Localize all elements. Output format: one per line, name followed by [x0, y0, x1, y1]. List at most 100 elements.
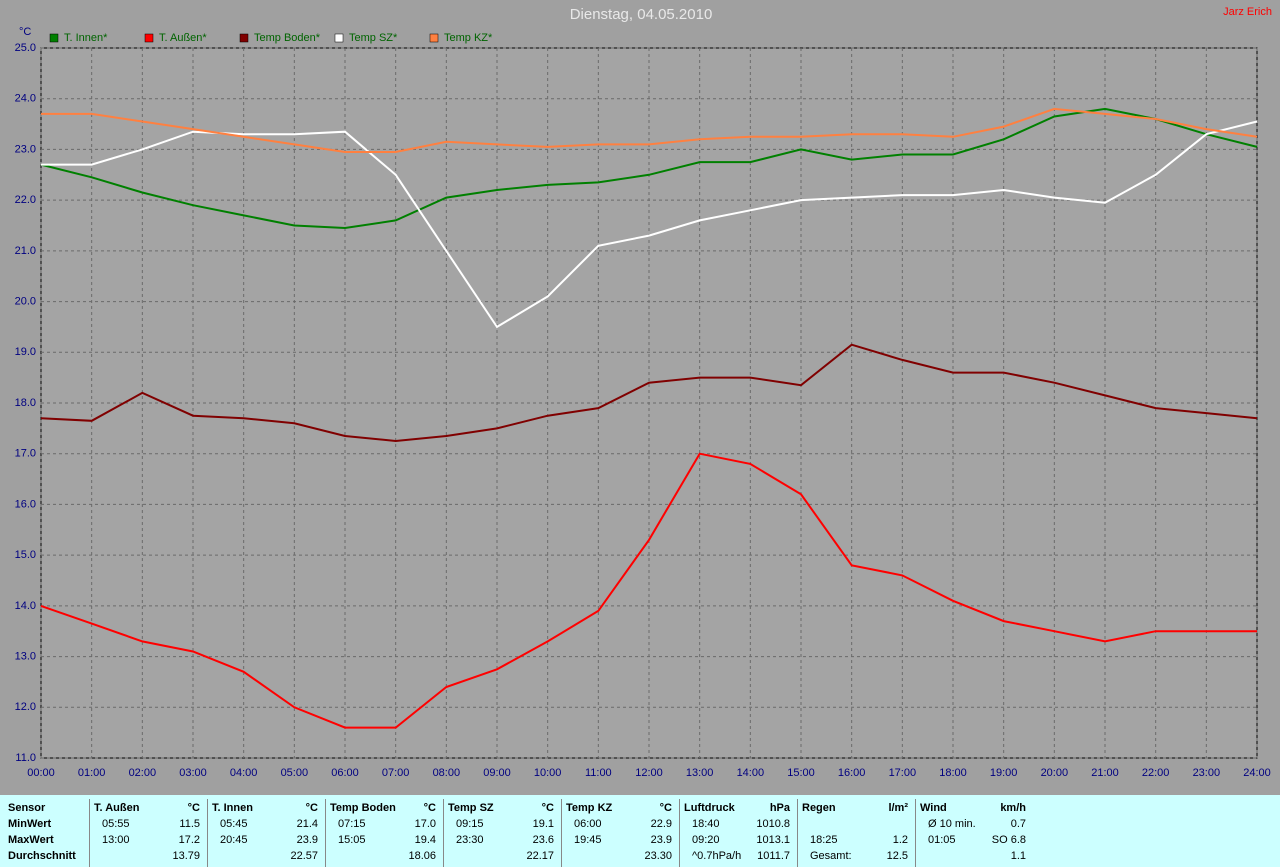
- cell-time: 05:45: [220, 818, 248, 830]
- x-tick-label: 06:00: [331, 767, 359, 779]
- col-unit: °C: [187, 802, 200, 814]
- col-header: Temp SZ: [448, 802, 494, 814]
- cell-value: 22.9: [650, 818, 672, 830]
- cell-time: Gesamt:: [810, 850, 852, 862]
- cell-time: 15:05: [338, 834, 366, 846]
- cell-time: 19:45: [574, 834, 602, 846]
- x-tick-label: 10:00: [534, 767, 562, 779]
- cell-time: 01:05: [928, 834, 956, 846]
- col-header: Wind: [920, 802, 947, 814]
- row-label: Sensor: [8, 802, 46, 814]
- x-tick-label: 11:00: [585, 767, 612, 779]
- x-tick-label: 17:00: [889, 767, 917, 779]
- cell-value: 21.4: [296, 818, 318, 830]
- chart: Dienstag, 04.05.2010 Jarz Erich °C 11.0 1…: [15, 6, 1272, 779]
- series-line: [41, 107, 1258, 153]
- cell-value: 23.9: [650, 834, 672, 846]
- col-sep: [561, 799, 562, 867]
- cell-value: 22.17: [526, 850, 554, 862]
- cell-time: ^0.7hPa/h: [692, 850, 742, 862]
- y-tick-label: 19.0: [15, 346, 36, 358]
- cell-value: 19.4: [414, 834, 436, 846]
- x-tick-label: 18:00: [939, 767, 967, 779]
- x-tick-label: 13:00: [686, 767, 714, 779]
- cell-time: 20:45: [220, 834, 248, 846]
- x-tick-label: 03:00: [179, 767, 207, 779]
- x-tick-label: 15:00: [787, 767, 815, 779]
- legend-swatch: [49, 33, 59, 43]
- legend-label: T. Außen*: [159, 32, 207, 44]
- cell-value: 11.5: [179, 818, 200, 830]
- cell-value: 19.1: [532, 818, 554, 830]
- cell-value: 17.2: [178, 834, 200, 846]
- legend-swatch: [144, 33, 154, 43]
- y-tick-label: 22.0: [15, 194, 36, 206]
- x-tick-label: 19:00: [990, 767, 1018, 779]
- col-sep: [679, 799, 680, 867]
- cell-value: 0.7: [1010, 818, 1026, 830]
- cell-value: 18.06: [408, 850, 436, 862]
- x-tick-label: 14:00: [737, 767, 765, 779]
- cell-value: 12.5: [886, 850, 908, 862]
- series-line: [40, 343, 1258, 443]
- cell-value: 23.6: [532, 834, 554, 846]
- y-tick-label: 11.0: [15, 752, 36, 764]
- row-label: Durchschnitt: [8, 850, 76, 862]
- cell-value: 1013.1: [756, 834, 790, 846]
- y-tick-label: 18.0: [15, 397, 36, 409]
- legend-label: Temp Boden*: [254, 32, 321, 44]
- x-tick-label: 02:00: [129, 767, 157, 779]
- series-line: [40, 107, 1258, 230]
- legend-label: Temp SZ*: [349, 32, 398, 44]
- col-sep: [797, 799, 798, 867]
- cell-time: 06:00: [574, 818, 602, 830]
- x-tick-label: 22:00: [1142, 767, 1170, 779]
- x-tick-label: 05:00: [281, 767, 309, 779]
- x-tick-label: 09:00: [483, 767, 511, 779]
- x-tick-label: 23:00: [1193, 767, 1221, 779]
- x-tick-label: 20:00: [1041, 767, 1069, 779]
- col-header: Luftdruck: [684, 802, 735, 814]
- y-tick-label: 15.0: [15, 549, 36, 561]
- y-tick-label: 25.0: [15, 42, 36, 54]
- y-tick-label: 12.0: [15, 701, 36, 713]
- legend-swatch: [239, 33, 249, 43]
- cell-time: Ø 10 min.: [928, 818, 976, 830]
- cell-time: 13:00: [102, 834, 130, 846]
- cell-time: 18:40: [692, 818, 720, 830]
- y-tick-label: 24.0: [15, 93, 36, 105]
- cell-value: 23.30: [644, 850, 672, 862]
- x-tick-label: 04:00: [230, 767, 258, 779]
- cell-time: 23:30: [456, 834, 484, 846]
- col-unit: °C: [659, 802, 672, 814]
- cell-time: 07:15: [338, 818, 366, 830]
- cell-time: 18:25: [810, 834, 838, 846]
- x-tick-label: 08:00: [433, 767, 461, 779]
- x-tick-label: 24:00: [1243, 767, 1271, 779]
- col-header: Regen: [802, 802, 836, 814]
- y-tick-label: 14.0: [15, 600, 36, 612]
- col-sep: [207, 799, 208, 867]
- cell-value: 1010.8: [756, 818, 790, 830]
- y-tick-label: 21.0: [15, 245, 36, 257]
- col-unit: °C: [423, 802, 436, 814]
- col-header: Temp Boden: [330, 802, 396, 814]
- x-tick-label: 07:00: [382, 767, 410, 779]
- author: Jarz Erich: [1223, 6, 1272, 18]
- col-unit: °C: [305, 802, 318, 814]
- cell-time: 05:55: [102, 818, 130, 830]
- x-tick-label: 21:00: [1091, 767, 1119, 779]
- series-line: [40, 452, 1257, 729]
- col-unit: hPa: [769, 802, 790, 814]
- col-unit: l/m²: [888, 802, 908, 814]
- col-sep: [89, 799, 90, 867]
- cell-value: 17.0: [414, 818, 436, 830]
- cell-value: 1011.7: [757, 850, 790, 862]
- cell-value: 22.57: [290, 850, 318, 862]
- y-tick-label: 17.0: [15, 448, 36, 460]
- col-sep: [325, 799, 326, 867]
- col-unit: km/h: [1000, 802, 1026, 814]
- y-tick-label: 13.0: [15, 650, 36, 662]
- cell-value: 23.9: [296, 834, 318, 846]
